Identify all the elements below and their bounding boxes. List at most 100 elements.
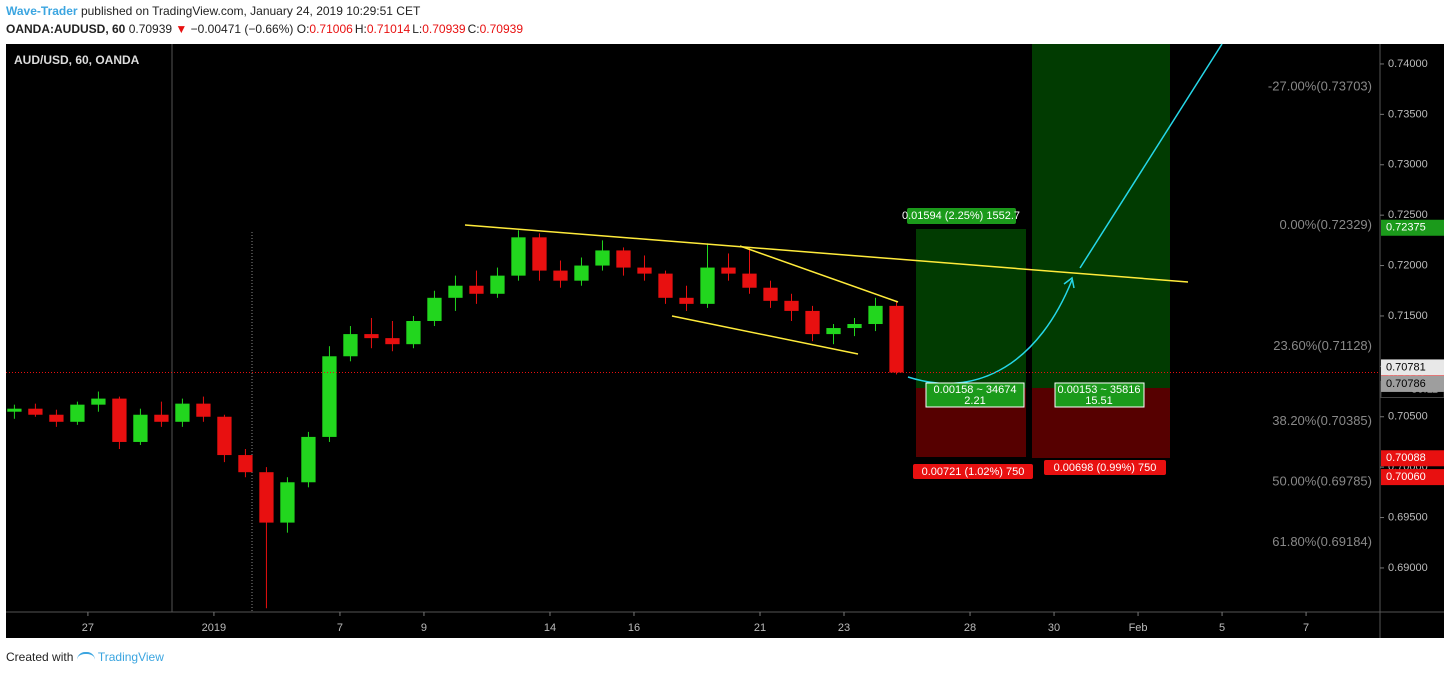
published: published on TradingView.com, January 24… <box>80 4 421 18</box>
arrow: ▼ <box>175 22 188 36</box>
price-label: 0.70060 <box>1386 471 1426 483</box>
logo <box>76 651 95 664</box>
position-label: 0.00158 ~ 34674 <box>934 384 1017 396</box>
x-tick-label: 23 <box>838 622 850 634</box>
y-axis-bg <box>1380 44 1444 612</box>
candle-body <box>742 273 757 288</box>
y-tick-label: 0.72000 <box>1388 259 1428 271</box>
fib-label: 50.00%(0.69785) <box>1272 473 1372 488</box>
ohlc: O:0.71006 H:0.71014 L:0.70939 C:0.70939 <box>297 22 525 36</box>
candle-body <box>448 285 463 298</box>
long-target-zone <box>1032 44 1170 388</box>
price: 0.70939 <box>128 22 173 36</box>
candle-body <box>490 275 505 294</box>
ohlc-key: O: <box>296 22 310 36</box>
price-label-bg <box>1381 450 1444 467</box>
position-label: 0.01594 (2.25%) 1552.7 <box>902 210 1020 222</box>
x-tick-label: 2019 <box>202 622 226 634</box>
arrow-head <box>1063 276 1075 289</box>
candle-body <box>595 250 610 266</box>
candle-body <box>112 398 127 442</box>
price-label: 0.70088 <box>1386 452 1426 464</box>
y-tick-label: 0.70500 <box>1388 411 1428 423</box>
candle-body <box>847 324 862 329</box>
candle-body <box>658 273 673 298</box>
label-bg <box>907 208 1016 224</box>
ohlc-val: 0.71014 <box>366 22 411 36</box>
label-bg <box>925 382 1025 408</box>
ohlc-val: 0.71006 <box>309 22 353 36</box>
candle-body <box>574 265 589 281</box>
y-tick-label: 0.69000 <box>1388 562 1428 574</box>
candle-body <box>868 305 883 325</box>
footer: Created with TradingView <box>6 650 164 664</box>
y-tick-label: 0.73500 <box>1388 108 1428 120</box>
x-tick-label: 21 <box>754 622 766 634</box>
x-tick-label: 7 <box>1303 622 1309 634</box>
position-label: 0.00721 (1.02%) 750 <box>922 466 1025 478</box>
y-tick-label: 0.74000 <box>1388 58 1428 70</box>
plot-bg <box>6 44 1380 612</box>
ohlc-val: 0.70939 <box>422 22 466 36</box>
candle-body <box>637 267 652 274</box>
candle-body <box>721 267 736 274</box>
x-tick-label: 9 <box>421 622 427 634</box>
candle-body <box>763 287 778 301</box>
label-bg <box>1054 382 1145 408</box>
fib-label: -27.00%(0.73703) <box>1268 78 1372 93</box>
price-label: 0.70781 <box>1386 361 1426 373</box>
candle-body <box>49 414 64 422</box>
label-bg <box>1044 460 1166 475</box>
candle-body <box>28 408 43 415</box>
ohlc-key: H: <box>354 22 367 36</box>
header: Wave-Trader published on TradingView.com… <box>6 4 420 18</box>
position-label: 15.51 <box>1085 395 1113 407</box>
candle-body <box>826 328 841 335</box>
price-label-bg <box>1381 375 1444 392</box>
label-bg <box>913 464 1033 479</box>
change: −0.00471 (−0.66%) <box>190 22 294 36</box>
y-tick-label: 0.73000 <box>1388 159 1428 171</box>
brand[interactable]: TradingView <box>97 650 164 664</box>
candle-body <box>889 305 904 373</box>
candle-body <box>133 414 148 442</box>
price-label: 0.72375 <box>1386 222 1426 234</box>
x-axis-bg <box>6 612 1444 638</box>
fib-label: 23.60%(0.71128) <box>1273 338 1372 353</box>
ohlc-key: C: <box>467 22 480 36</box>
y-tick-label: 0.69500 <box>1388 511 1428 523</box>
y-tick-label: 0.72500 <box>1388 209 1428 221</box>
projection-arrow <box>1079 43 1223 269</box>
x-tick-label: 27 <box>82 622 94 634</box>
candle-body <box>322 356 337 437</box>
fib-label: 61.80%(0.69184) <box>1272 534 1372 549</box>
author[interactable]: Wave-Trader <box>6 4 78 18</box>
candle-body <box>805 310 820 335</box>
created: Created with <box>6 650 74 664</box>
candle-body <box>427 297 442 321</box>
candle-body <box>154 414 169 422</box>
candle-body <box>700 267 715 304</box>
candle-body <box>616 250 631 268</box>
trend-line <box>739 245 899 303</box>
candle-body <box>70 404 85 422</box>
ohlc-val: 0.70939 <box>479 22 523 36</box>
candle-body <box>679 297 694 304</box>
symbol-line: OANDA:AUDUSD, 60 0.70939 ▼ −0.00471 (−0.… <box>6 22 525 36</box>
symbol: OANDA:AUDUSD, 60 <box>6 22 126 36</box>
position-label: 0.00698 (0.99%) 750 <box>1054 462 1157 474</box>
price-label-bg <box>1381 219 1444 236</box>
position-label: 0.00153 ~ 35816 <box>1058 384 1141 396</box>
candle-body <box>217 416 232 456</box>
x-tick-label: Feb <box>1129 622 1148 634</box>
long-target-zone <box>916 229 1026 388</box>
fib-label: 0.00%(0.72329) <box>1279 217 1372 232</box>
candle-body <box>406 320 421 345</box>
candle-body <box>301 436 316 483</box>
candle-body <box>7 408 22 412</box>
chart-title: AUD/USD, 60, OANDA <box>14 53 140 67</box>
x-tick-label: 16 <box>628 622 640 634</box>
candle-body <box>343 334 358 357</box>
trend-line <box>464 224 1189 283</box>
